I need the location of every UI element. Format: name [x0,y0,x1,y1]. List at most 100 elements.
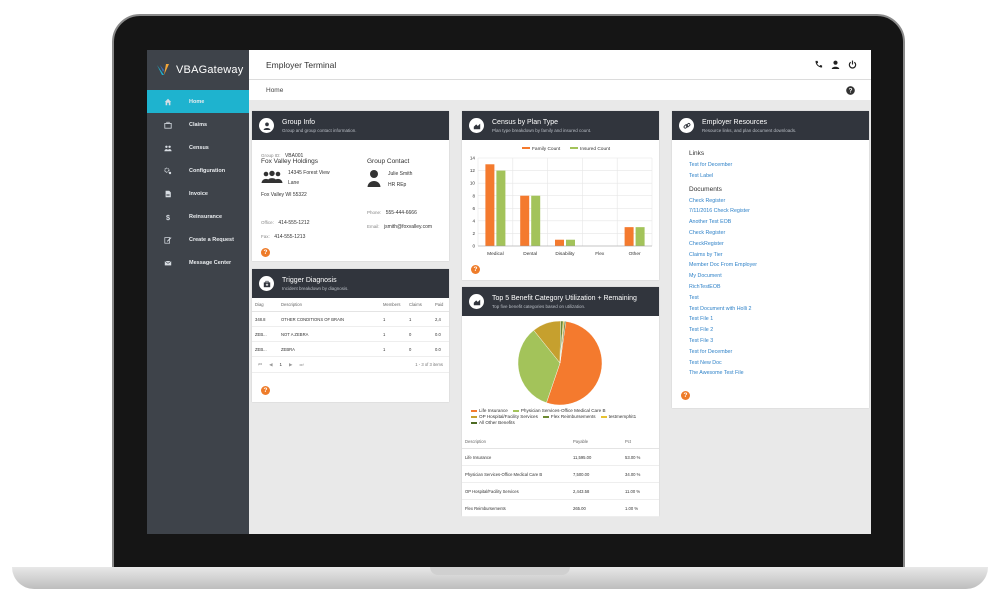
table-row[interactable]: 348.8 OTHER CONDITIONS OF BRAIN 1 1 2,4 [252,311,449,327]
document-link[interactable]: Claims by Tier [689,251,723,258]
contact-role: HR REp [388,182,407,188]
document-link[interactable]: Another Test EOB [689,219,732,226]
pager-info: 1 - 3 of 3 items [415,362,443,367]
logo[interactable]: VBAGateway [147,50,249,90]
column-header[interactable]: Pct [622,435,659,449]
chart-legend-item[interactable]: Family Count [522,146,561,152]
breadcrumb[interactable]: Home [266,86,284,94]
sidebar-item-reinsurance[interactable]: $ Reinsurance [147,205,249,228]
bar-insured-count[interactable] [531,195,541,246]
top-bar: Employer Terminal [249,50,871,80]
document-link[interactable]: Test File 3 [689,337,714,344]
dollar-icon: $ [147,213,189,221]
document-link[interactable]: Test Document with Holli 2 [689,305,752,312]
document-link[interactable]: Test New Doc [689,359,722,366]
home-icon [147,98,189,106]
table-row[interactable]: ZEB... ZEBRA 1 0 0.0 [252,341,449,357]
document-link[interactable]: Test for December [689,348,733,355]
pie-slice-physician-services-office-medical-care-b[interactable] [517,329,561,404]
user-icon [263,122,270,130]
bar-family-count[interactable] [485,164,495,246]
table-cell: NOT A ZEBRA [278,326,380,342]
bar-insured-count[interactable] [566,239,575,246]
document-link[interactable]: Test File 1 [689,316,714,323]
document-link[interactable]: Check Register [689,229,726,236]
trigger-diagnosis-card: Trigger Diagnosis Incident breakdown by … [252,269,449,402]
table-cell: 265.00 [570,499,622,517]
bar-insured-count[interactable] [496,170,506,246]
legend-item[interactable]: OP Hospital/Facility Services [471,414,538,419]
sidebar-item-claims[interactable]: Claims [147,113,249,136]
employer-resources-card: Employer Resources Resource links, and p… [672,111,869,408]
sidebar-item-message-center[interactable]: Message Center [147,251,249,274]
help-icon[interactable]: ? [261,386,270,395]
help-icon[interactable]: ? [471,265,480,274]
document-link[interactable]: My Document [689,273,722,280]
column-header[interactable]: Diag [252,298,278,312]
contact-email[interactable]: jsmith@foxvalley.com [383,224,433,230]
fax-value: 414-555-1213 [274,234,306,240]
table-row[interactable]: Life Insurance 11,595.00 53.00 % [462,448,659,466]
table-cell: 1 [380,311,406,327]
card-subtitle: Plan type breakdown by family and insure… [492,127,592,133]
help-icon[interactable]: ? [846,85,855,95]
power-icon[interactable] [848,60,857,69]
table-cell: 0.0 [432,326,449,342]
document-link[interactable]: Member Doc From Employer [689,262,757,269]
sidebar-item-invoice[interactable]: Invoice [147,182,249,205]
bar-insured-count[interactable] [635,227,645,246]
column-header[interactable]: Paid [432,298,449,312]
document-link[interactable]: CheckRegister [689,240,724,247]
first-page-icon[interactable]: ⏮ [258,361,263,367]
pager-current-page[interactable]: 1 [279,361,283,367]
sidebar-item-census[interactable]: Census [147,136,249,159]
document-link[interactable]: RichTestEOB [689,283,721,290]
contact-name: Julie Smith [388,171,413,177]
legend-item[interactable]: Flex Reimbursements [542,414,596,419]
resource-link[interactable]: Test Label [689,172,714,179]
legend-item[interactable]: testmemphit1 [600,414,636,419]
legend-label: Family Count [532,146,561,152]
pie-slice-life-insurance[interactable] [546,321,603,406]
table-row[interactable]: Flex Reimbursements 265.00 1.00 % [462,499,659,517]
table-row[interactable]: OP Hospital/Facility Services 2,443.58 11.… [462,482,659,500]
next-page-icon[interactable]: ▶ [289,361,293,367]
prev-page-icon[interactable]: ◀ [269,361,273,367]
legend-item[interactable]: Life Insurance [471,408,508,413]
last-page-icon[interactable]: ⏭ [299,361,304,367]
resource-link[interactable]: Test for December [689,162,733,168]
column-header[interactable]: Members [380,298,406,312]
chart-legend-item[interactable]: Insured Count [570,146,611,152]
document-link[interactable]: The Awesome Test File [689,370,744,377]
pie-slice-all-other-benefits[interactable] [559,321,567,364]
help-icon[interactable]: ? [681,391,690,400]
column-header[interactable]: Description [278,298,380,312]
table-cell: Life Insurance [462,448,570,466]
bar-family-count[interactable] [520,195,530,246]
legend-swatch [471,409,477,412]
column-header[interactable]: Claims [406,298,432,312]
document-link[interactable]: Test File 2 [689,327,714,334]
document-link[interactable]: 7/11/2016 Check Register [689,208,750,215]
help-icon[interactable]: ? [261,248,270,257]
sidebar-item-create-a-request[interactable]: Create a Request [147,228,249,251]
bar-family-count[interactable] [624,227,634,246]
phone-icon[interactable] [814,60,823,69]
column-header[interactable]: Description [462,435,570,449]
sidebar-item-home[interactable]: Home [147,90,249,113]
sidebar-item-configuration[interactable]: Configuration [147,159,249,182]
legend-item[interactable]: Physician Services-Office Medical Care B [512,408,606,413]
bar-family-count[interactable] [555,239,564,246]
document-link[interactable]: Check Register [689,197,726,204]
resources-list: Links Test for December Test Label Docume… [689,148,757,379]
column-header[interactable]: Payable [570,435,622,449]
table-row[interactable]: Physician Services-Office Medical Care B… [462,465,659,483]
user-icon[interactable] [831,60,840,69]
legend-item[interactable]: All Other Benefits [471,420,515,425]
documents-heading: Documents [689,185,722,193]
x-tick-label: Other [629,251,641,257]
phone-label: Phone: [367,210,382,215]
document-link[interactable]: Test [689,294,699,301]
table-row[interactable]: ZEB... NOT A ZEBRA 1 0 0.0 [252,326,449,342]
y-tick-label: 6 [472,206,475,211]
